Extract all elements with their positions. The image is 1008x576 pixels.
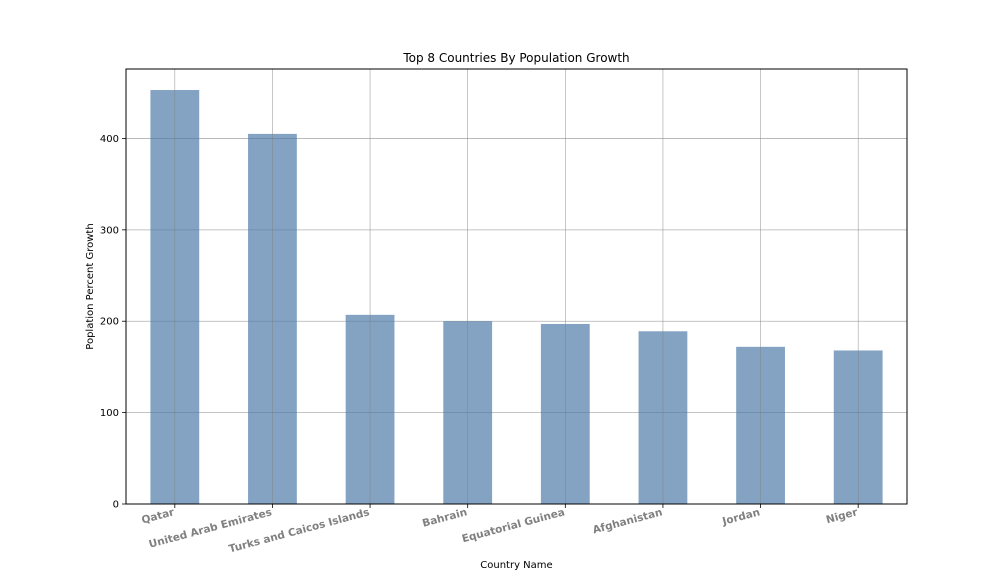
vertical-grid-lines <box>174 69 859 504</box>
y-tick-label: 300 <box>100 225 119 236</box>
x-tick-label: Bahrain <box>421 506 468 529</box>
x-tick-label: Jordan <box>720 506 761 528</box>
x-axis-label: Country Name <box>480 560 552 571</box>
grid-lines <box>126 138 907 414</box>
x-tick-label: Afghanistan <box>591 506 663 536</box>
bars <box>150 90 883 504</box>
y-tick-label: 200 <box>100 317 119 328</box>
chart-title: Top 8 Countries By Population Growth <box>402 51 629 65</box>
y-tick-label: 400 <box>100 134 119 145</box>
plot-area-frame <box>125 68 908 505</box>
y-axis-label: Poplation Percent Growth <box>85 223 96 349</box>
y-tick-label: 100 <box>100 408 119 419</box>
y-tick-label: 0 <box>113 500 119 511</box>
x-tick-label: Niger <box>825 506 860 526</box>
y-axis-ticks: 0 100 200 300 400 <box>100 134 126 511</box>
x-tick-label: Qatar <box>140 506 176 526</box>
x-tick-label: Equatorial Guinea <box>461 506 566 545</box>
